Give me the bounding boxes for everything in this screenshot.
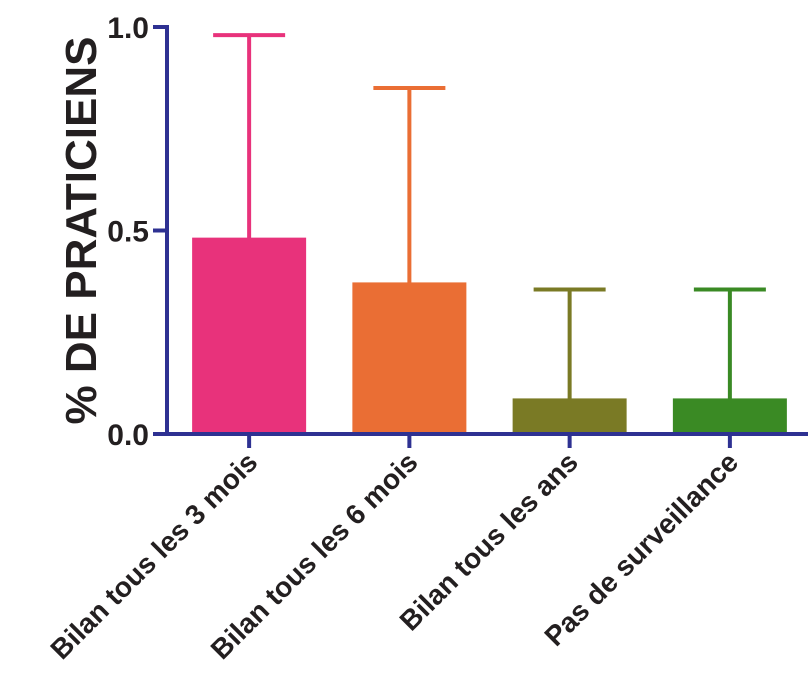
bar: [352, 282, 467, 435]
x-tick-label: Bilan tous les ans: [394, 446, 584, 636]
y-tick-label: 0.0: [107, 419, 149, 452]
y-tick-label: 1.0: [107, 12, 149, 45]
y-ticks: 0.0 0.5 1.0: [107, 12, 167, 452]
y-axis-title: % DE PRATICIENS: [57, 37, 106, 425]
bar: [512, 398, 627, 435]
y-tick-label: 0.5: [107, 216, 149, 249]
bar: [672, 398, 787, 435]
bar: [192, 237, 307, 435]
bars-layer: [192, 33, 787, 435]
